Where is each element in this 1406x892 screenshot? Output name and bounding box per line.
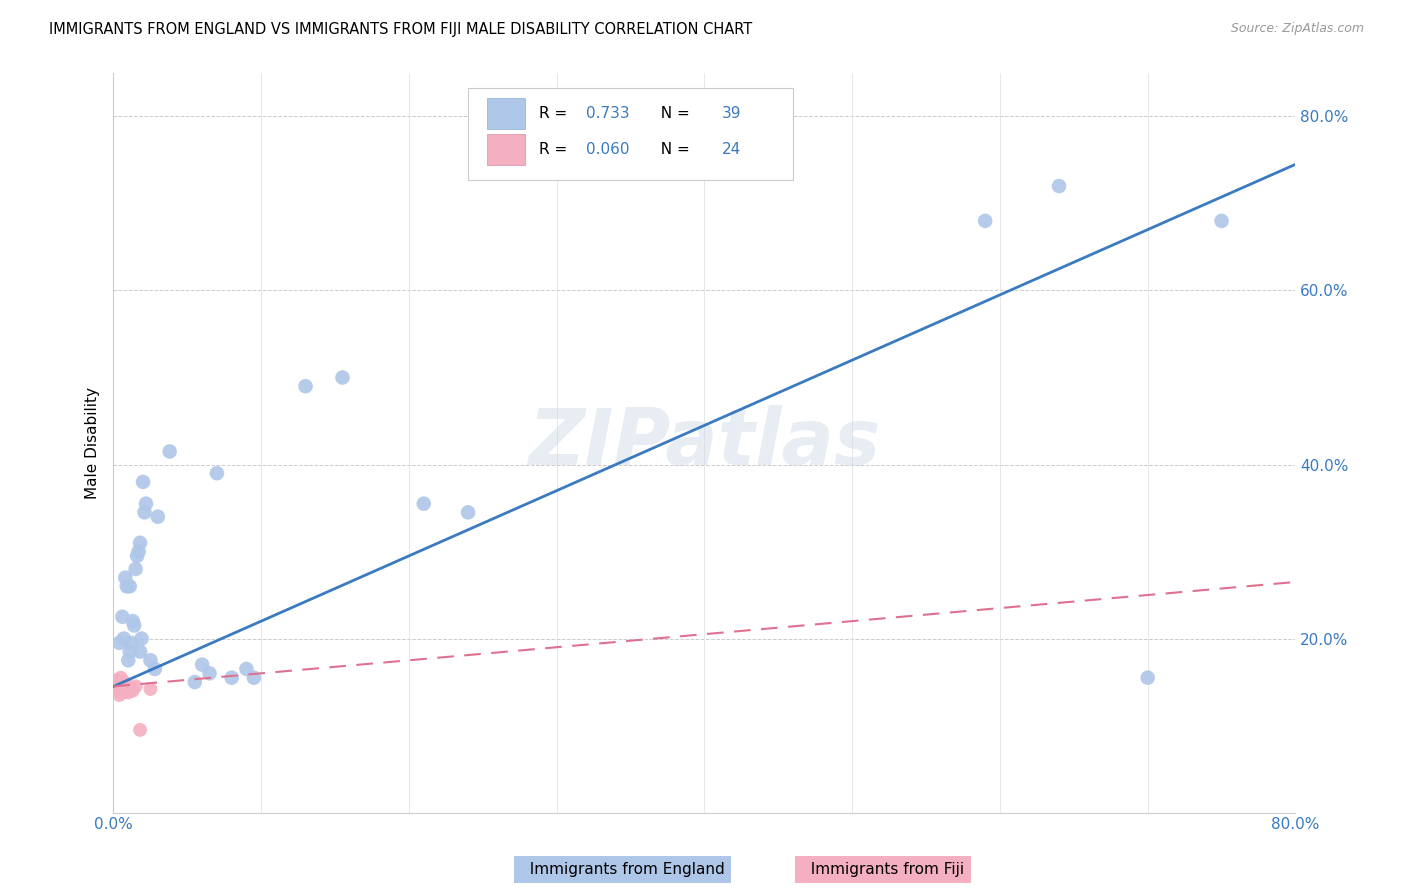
Point	[121, 683, 143, 698]
Point	[128, 544, 150, 558]
Point	[159, 444, 181, 458]
Point	[124, 679, 146, 693]
Point	[129, 536, 152, 550]
Point	[412, 497, 434, 511]
Point	[112, 681, 135, 696]
Point	[139, 653, 162, 667]
Point	[105, 673, 128, 688]
Point	[107, 683, 129, 698]
Point	[107, 677, 129, 691]
Point	[457, 505, 479, 519]
Point	[108, 688, 131, 702]
Point	[235, 662, 257, 676]
Point	[118, 644, 141, 658]
Text: N =: N =	[651, 142, 695, 157]
FancyBboxPatch shape	[486, 134, 524, 165]
Point	[114, 677, 136, 691]
Point	[114, 683, 136, 698]
Point	[117, 685, 139, 699]
FancyBboxPatch shape	[486, 98, 524, 129]
Point	[118, 579, 141, 593]
Text: ZIPatlas: ZIPatlas	[529, 405, 880, 481]
Point	[129, 644, 152, 658]
Point	[111, 609, 134, 624]
Point	[112, 675, 135, 690]
Point	[294, 379, 316, 393]
Point	[1211, 214, 1233, 228]
Point	[332, 370, 354, 384]
Text: Immigrants from Fiji: Immigrants from Fiji	[801, 863, 965, 877]
Point	[122, 618, 145, 632]
Point	[198, 666, 221, 681]
Point	[221, 671, 243, 685]
Point	[974, 214, 997, 228]
Text: 0.060: 0.060	[586, 142, 630, 157]
Point	[111, 685, 134, 699]
Point	[135, 497, 157, 511]
Point	[134, 505, 156, 519]
Point	[146, 509, 169, 524]
Text: 39: 39	[723, 106, 742, 121]
Point	[191, 657, 214, 672]
Point	[143, 662, 166, 676]
Point	[118, 681, 141, 696]
Y-axis label: Male Disability: Male Disability	[86, 387, 100, 499]
Point	[121, 614, 143, 628]
Point	[243, 671, 266, 685]
Point	[205, 467, 228, 481]
Point	[129, 723, 152, 737]
Point	[105, 679, 128, 693]
Point	[184, 675, 207, 690]
Point	[108, 636, 131, 650]
Point	[112, 632, 135, 646]
Point	[110, 679, 132, 693]
Point	[132, 475, 155, 489]
Point	[104, 675, 127, 690]
Point	[131, 632, 153, 646]
Text: 0.733: 0.733	[586, 106, 630, 121]
Point	[108, 681, 131, 696]
FancyBboxPatch shape	[468, 87, 793, 180]
Point	[115, 681, 138, 695]
Point	[117, 653, 139, 667]
Text: Immigrants from England: Immigrants from England	[520, 863, 725, 877]
Text: Source: ZipAtlas.com: Source: ZipAtlas.com	[1230, 22, 1364, 36]
Point	[111, 677, 134, 691]
Point	[117, 679, 139, 693]
Point	[115, 579, 138, 593]
Text: N =: N =	[651, 106, 695, 121]
Point	[1136, 671, 1159, 685]
Point	[120, 681, 142, 695]
Point	[120, 636, 142, 650]
Text: R =: R =	[538, 142, 572, 157]
Point	[1047, 179, 1070, 194]
Point	[124, 562, 146, 576]
Point	[139, 681, 162, 696]
Text: R =: R =	[538, 106, 572, 121]
Point	[110, 671, 132, 685]
Point	[127, 549, 149, 563]
Point	[114, 571, 136, 585]
Text: 24: 24	[723, 142, 741, 157]
Text: IMMIGRANTS FROM ENGLAND VS IMMIGRANTS FROM FIJI MALE DISABILITY CORRELATION CHAR: IMMIGRANTS FROM ENGLAND VS IMMIGRANTS FR…	[49, 22, 752, 37]
